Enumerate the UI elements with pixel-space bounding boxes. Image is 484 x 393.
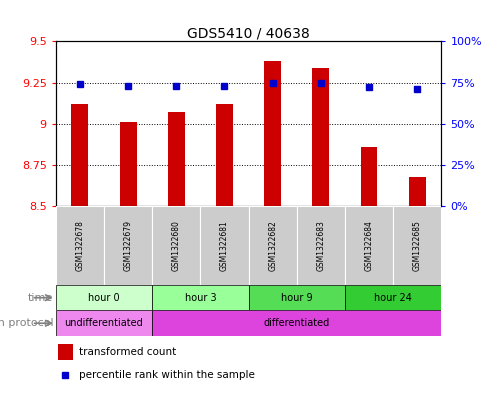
Bar [344, 206, 393, 285]
Text: hour 24: hour 24 [374, 293, 411, 303]
Bar [393, 206, 440, 285]
Text: GSM1322681: GSM1322681 [220, 220, 228, 271]
Bar [312, 68, 329, 206]
Text: hour 9: hour 9 [280, 293, 312, 303]
Bar [408, 176, 425, 206]
Text: GSM1322682: GSM1322682 [268, 220, 276, 271]
Text: GSM1322684: GSM1322684 [364, 220, 373, 271]
Bar [200, 206, 248, 285]
Text: hour 0: hour 0 [88, 293, 120, 303]
Bar [248, 285, 344, 310]
Bar [296, 206, 344, 285]
Bar [56, 310, 152, 336]
Bar [360, 147, 377, 206]
Text: growth protocol: growth protocol [0, 318, 53, 328]
Bar [120, 122, 136, 206]
Text: differentiated: differentiated [263, 318, 329, 328]
Bar [58, 344, 73, 360]
Text: time: time [28, 293, 53, 303]
Bar [248, 206, 296, 285]
Bar [152, 285, 248, 310]
Title: GDS5410 / 40638: GDS5410 / 40638 [187, 26, 309, 40]
Text: undifferentiated: undifferentiated [64, 318, 143, 328]
Bar [56, 285, 152, 310]
Bar [71, 104, 88, 206]
Bar [152, 310, 440, 336]
Text: GSM1322678: GSM1322678 [75, 220, 84, 271]
Bar [104, 206, 152, 285]
Text: GSM1322683: GSM1322683 [316, 220, 325, 271]
Bar [152, 206, 200, 285]
Bar [56, 206, 104, 285]
Text: GSM1322685: GSM1322685 [412, 220, 421, 271]
Bar [167, 112, 184, 206]
Text: hour 3: hour 3 [184, 293, 216, 303]
Text: GSM1322679: GSM1322679 [123, 220, 132, 271]
Text: percentile rank within the sample: percentile rank within the sample [79, 370, 254, 380]
Bar [264, 61, 281, 206]
Bar [215, 104, 232, 206]
Bar [344, 285, 440, 310]
Text: transformed count: transformed count [79, 347, 176, 357]
Text: GSM1322680: GSM1322680 [171, 220, 181, 271]
